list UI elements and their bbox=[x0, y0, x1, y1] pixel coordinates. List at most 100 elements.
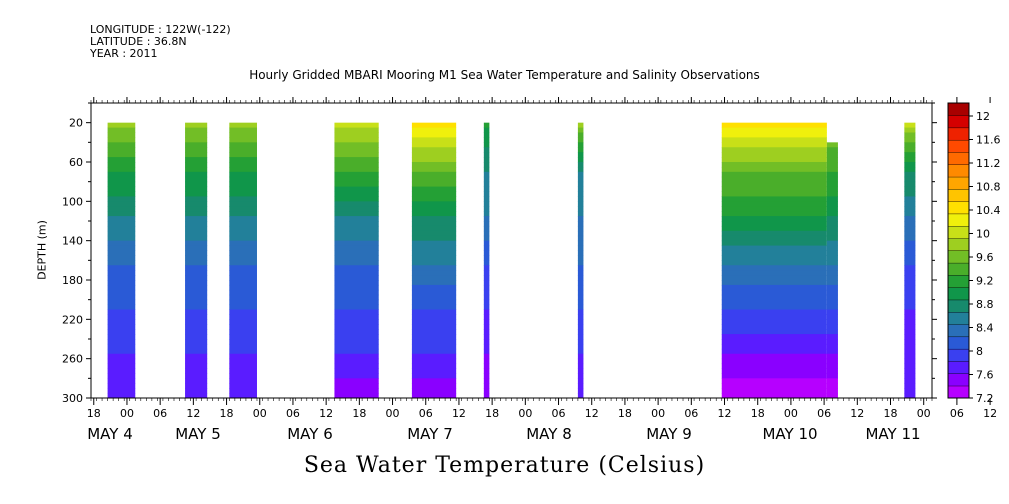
data-cell bbox=[721, 299, 827, 306]
data-cell bbox=[721, 275, 827, 281]
data-cell bbox=[577, 191, 584, 197]
x-tick-label: 00 bbox=[253, 407, 267, 420]
data-cell bbox=[483, 255, 490, 261]
data-cell bbox=[411, 275, 457, 281]
data-cell bbox=[334, 230, 379, 237]
y-tick-label: 260 bbox=[62, 353, 83, 366]
data-cell bbox=[229, 393, 257, 399]
data-cell bbox=[826, 211, 838, 217]
data-block-6 bbox=[577, 122, 584, 399]
data-cell bbox=[107, 221, 136, 227]
data-cell bbox=[483, 289, 490, 296]
data-cell bbox=[721, 324, 827, 330]
data-cell bbox=[904, 211, 916, 217]
data-cell bbox=[721, 393, 827, 399]
x-tick-label: 12 bbox=[319, 407, 333, 420]
x-tick-label: 00 bbox=[518, 407, 532, 420]
data-cell bbox=[411, 294, 457, 301]
data-cell bbox=[185, 378, 208, 384]
x-tick-label: 00 bbox=[651, 407, 665, 420]
data-cell bbox=[826, 373, 838, 379]
data-cell bbox=[904, 393, 916, 399]
data-cell bbox=[229, 221, 257, 227]
data-cell bbox=[107, 289, 136, 296]
data-cell bbox=[334, 137, 379, 143]
legend-swatch bbox=[947, 225, 970, 239]
data-cell bbox=[577, 284, 584, 291]
data-cell bbox=[229, 240, 257, 247]
data-cell bbox=[107, 235, 136, 242]
data-cell bbox=[185, 142, 208, 148]
data-cell bbox=[107, 171, 136, 178]
y-tick-label: 60 bbox=[69, 156, 83, 169]
data-cell bbox=[483, 181, 490, 188]
data-cell bbox=[826, 171, 838, 178]
data-cell bbox=[721, 270, 827, 276]
data-cell bbox=[577, 181, 584, 188]
data-cell bbox=[483, 122, 490, 129]
data-cell bbox=[483, 343, 490, 350]
data-cell bbox=[483, 393, 490, 399]
data-cell bbox=[826, 245, 838, 251]
data-cell bbox=[411, 245, 457, 251]
data-cell bbox=[107, 191, 136, 197]
data-cell bbox=[721, 166, 827, 173]
data-cell bbox=[721, 191, 827, 197]
data-cell bbox=[229, 225, 257, 232]
data-cell bbox=[107, 162, 136, 168]
data-cell bbox=[185, 162, 208, 168]
data-cell bbox=[577, 221, 584, 227]
x-tick-label: 12 bbox=[452, 407, 466, 420]
data-cell bbox=[334, 270, 379, 276]
data-cell bbox=[904, 206, 916, 212]
data-cell bbox=[721, 260, 827, 266]
data-cell bbox=[577, 334, 584, 340]
data-cell bbox=[107, 147, 136, 153]
data-cell bbox=[904, 378, 916, 384]
data-cell bbox=[185, 206, 208, 212]
data-cell bbox=[334, 157, 379, 163]
data-cell bbox=[411, 230, 457, 237]
data-cell bbox=[904, 122, 916, 129]
data-cell bbox=[721, 196, 827, 202]
data-cell bbox=[229, 132, 257, 138]
data-cell bbox=[826, 176, 838, 183]
data-cell bbox=[721, 280, 827, 286]
data-cell bbox=[185, 201, 208, 207]
data-cell bbox=[334, 289, 379, 296]
legend-swatch bbox=[947, 373, 970, 387]
data-cell bbox=[229, 319, 257, 325]
data-cell bbox=[483, 137, 490, 143]
data-cell bbox=[411, 334, 457, 340]
data-cell bbox=[229, 245, 257, 251]
data-cell bbox=[229, 250, 257, 256]
data-cell bbox=[229, 260, 257, 266]
data-cell bbox=[185, 196, 208, 202]
data-cell bbox=[483, 383, 490, 389]
data-cell bbox=[577, 122, 584, 129]
data-cell bbox=[229, 142, 257, 148]
legend-swatch bbox=[947, 250, 970, 264]
data-cell bbox=[185, 152, 208, 158]
data-cell bbox=[185, 358, 208, 365]
data-cell bbox=[107, 393, 136, 399]
data-cell bbox=[904, 225, 916, 232]
data-cell bbox=[185, 383, 208, 389]
data-cell bbox=[411, 196, 457, 202]
data-cell bbox=[904, 260, 916, 266]
y-tick-label: 180 bbox=[62, 274, 83, 287]
data-cell bbox=[577, 353, 584, 360]
data-cell bbox=[826, 265, 838, 271]
data-cell bbox=[185, 221, 208, 227]
data-cell bbox=[411, 329, 457, 335]
data-cell bbox=[411, 157, 457, 163]
data-cell bbox=[229, 284, 257, 291]
data-cell bbox=[577, 225, 584, 232]
data-cell bbox=[229, 235, 257, 242]
data-cell bbox=[411, 132, 457, 138]
data-cell bbox=[577, 270, 584, 276]
data-cell bbox=[185, 289, 208, 296]
data-cell bbox=[826, 294, 838, 301]
data-cell bbox=[334, 255, 379, 261]
data-cell bbox=[483, 353, 490, 360]
